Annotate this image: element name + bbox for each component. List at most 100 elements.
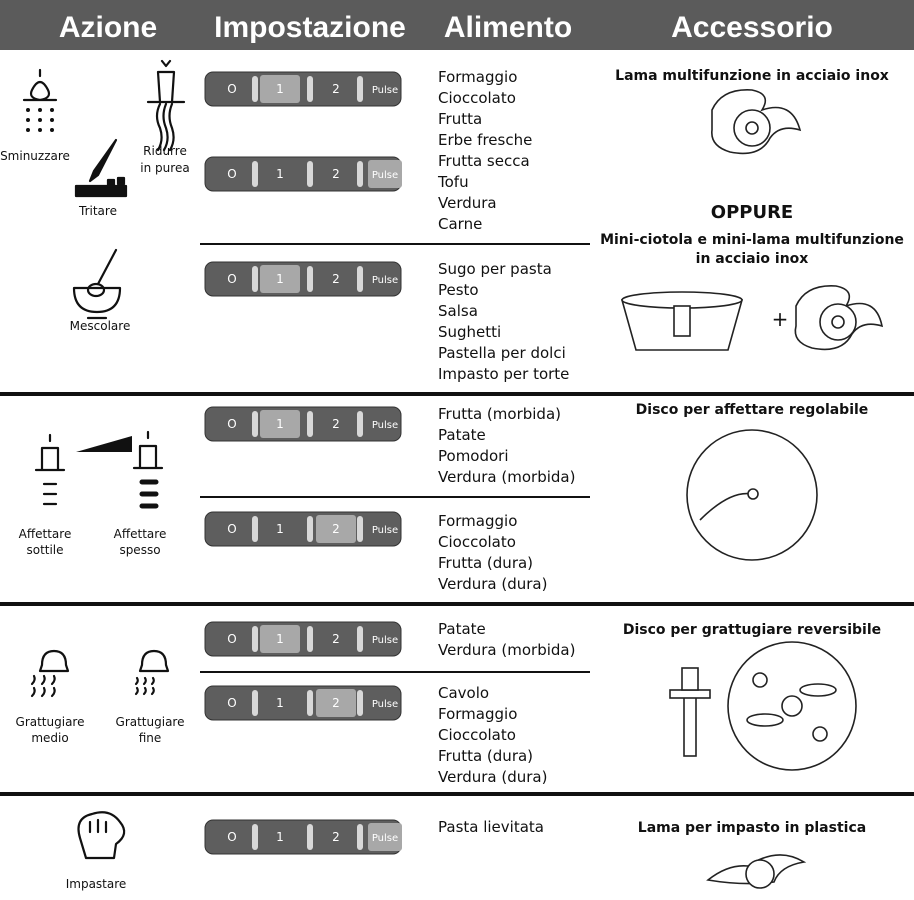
setting-label: Pulse (372, 525, 398, 536)
action-label: in purea (140, 161, 189, 175)
setting-label: Pulse (372, 85, 398, 96)
setting-label: 2 (332, 632, 340, 646)
setting-label: Pulse (372, 170, 398, 181)
action-label: Mescolare (70, 319, 131, 333)
setting-divider (357, 76, 363, 102)
setting-divider (357, 690, 363, 716)
action-label: Impastare (66, 877, 127, 891)
setting-divider (357, 411, 363, 437)
food-item: Erbe fresche (438, 131, 532, 149)
setting-divider (252, 266, 258, 292)
food-item: Frutta secca (438, 152, 530, 170)
food-item: Pasta lievitata (438, 818, 544, 836)
icon-mescolare (72, 248, 122, 320)
setting-divider (357, 626, 363, 652)
food-item: Salsa (438, 302, 478, 320)
column-header: Accessorio (671, 11, 833, 44)
setting-label: O (227, 167, 236, 181)
food-item: Verdura (dura) (438, 575, 547, 593)
food-item: Cioccolato (438, 533, 516, 551)
icon-tritare (74, 138, 128, 198)
column-header: Alimento (444, 11, 572, 44)
image-grating-disc (669, 641, 857, 771)
food-item: Formaggio (438, 512, 517, 530)
setting-label: 2 (332, 417, 340, 431)
setting-label: O (227, 82, 236, 96)
setting-divider (357, 516, 363, 542)
setting-label: 1 (276, 632, 284, 646)
food-item: Frutta (dura) (438, 747, 533, 765)
setting-label: 1 (276, 417, 284, 431)
column-header: Impostazione (214, 11, 406, 44)
food-item: Verdura (morbida) (438, 468, 575, 486)
active-setting-highlight (260, 75, 300, 103)
food-item: Frutta (438, 110, 482, 128)
food-item: Impasto per torte (438, 365, 569, 383)
setting-label: 1 (276, 830, 284, 844)
setting-label: 1 (276, 167, 284, 181)
food-item: Formaggio (438, 705, 517, 723)
setting-label: Pulse (372, 275, 398, 286)
active-setting-highlight (368, 823, 402, 851)
setting-label: 1 (276, 272, 284, 286)
action-label: Affettare (114, 527, 167, 541)
action-label: Grattugiare (116, 715, 185, 729)
food-item: Frutta (morbida) (438, 405, 561, 423)
accessory-title: Lama multifunzione in acciaio inox (615, 68, 889, 84)
setting-label: 2 (332, 696, 340, 710)
food-item: Verdura (dura) (438, 768, 547, 786)
food-item: Cioccolato (438, 89, 516, 107)
setting-divider (307, 76, 313, 102)
action-label: fine (139, 731, 162, 745)
active-setting-highlight (368, 160, 402, 188)
setting-label: 1 (276, 696, 284, 710)
header-bar (0, 0, 914, 50)
food-item: Tofu (437, 173, 469, 191)
setting-divider (357, 266, 363, 292)
setting-divider (307, 824, 313, 850)
food-item: Patate (438, 620, 486, 638)
icon-grattugiare-medio (30, 649, 70, 698)
action-label: Tritare (78, 204, 117, 218)
food-item: Cavolo (438, 684, 489, 702)
setting-divider (252, 516, 258, 542)
icon-purea (146, 59, 186, 152)
column-header: Azione (59, 11, 157, 44)
setting-divider (252, 411, 258, 437)
food-item: Formaggio (438, 68, 517, 86)
setting-label: O (227, 272, 236, 286)
image-dough-blade (706, 854, 807, 889)
setting-label: O (227, 417, 236, 431)
food-item: Verdura (438, 194, 497, 212)
food-item: Cioccolato (438, 726, 516, 744)
setting-divider (307, 626, 313, 652)
image-mini-blade (794, 285, 884, 351)
setting-label: O (227, 696, 236, 710)
active-setting-highlight (260, 410, 300, 438)
active-setting-highlight (260, 625, 300, 653)
action-label: Ridurre (143, 144, 187, 158)
icon-grattugiare-fine (134, 649, 170, 696)
food-item: Sugo per pasta (438, 260, 552, 278)
setting-divider (252, 626, 258, 652)
image-slicing-disc (686, 429, 818, 561)
setting-label: 2 (332, 167, 340, 181)
setting-label: Pulse (372, 699, 398, 710)
action-label: spesso (119, 543, 160, 557)
image-blade (711, 89, 802, 155)
setting-divider (252, 690, 258, 716)
setting-divider (307, 161, 313, 187)
setting-divider (252, 824, 258, 850)
setting-label: 2 (332, 522, 340, 536)
food-item: Pomodori (438, 447, 509, 465)
setting-divider (357, 161, 363, 187)
image-mini-bowl (620, 291, 744, 351)
accessory-title: Disco per grattugiare reversibile (623, 622, 881, 638)
food-item: Pastella per dolci (438, 344, 566, 362)
accessory-title: Mini-ciotola e mini-lama multifunzione (600, 232, 904, 248)
icon-impastare (77, 811, 126, 860)
setting-label: 1 (276, 82, 284, 96)
action-label: medio (31, 731, 68, 745)
accessory-title: in acciaio inox (696, 251, 809, 267)
